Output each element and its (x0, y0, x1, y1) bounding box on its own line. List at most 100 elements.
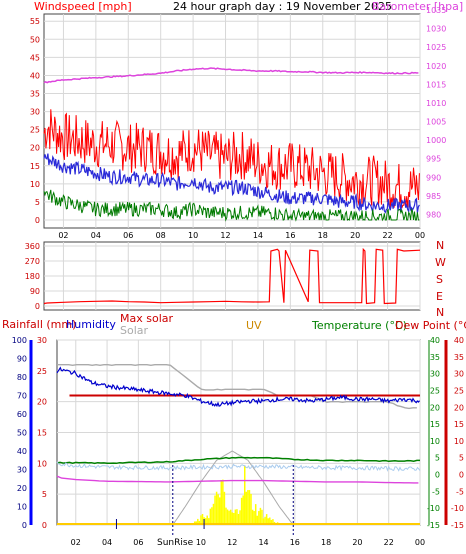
wind-x-tick: 02 (58, 231, 68, 240)
wind-y-tick: 20 (30, 144, 40, 153)
rainfall-axis-label: Rainfall (mm) (2, 318, 76, 331)
wind-y-tick: 10 (30, 180, 40, 189)
dew-point-line (56, 461, 421, 472)
direction-y-tick: 180 (25, 272, 40, 281)
wind-y-tick: 25 (30, 126, 40, 135)
rainfall-y-tick: 10 (17, 503, 27, 512)
main-x-tick: 18 (321, 538, 331, 547)
dew-point-y-tick: 15 (454, 420, 464, 429)
main-x-tick: 04 (102, 538, 112, 547)
barometer-y-tick: 995 (426, 155, 441, 164)
uv-legend: UV (246, 319, 262, 332)
dew-point-y-tick: 5 (459, 454, 464, 463)
axes: 0510152025303540455055980985990995100010… (12, 6, 464, 547)
direction-y-tick: 0 (35, 302, 40, 311)
temperature-y-tick: 35 (430, 353, 440, 362)
dew-point-min-line (56, 475, 419, 484)
rainfall-y-tick: 100 (12, 336, 27, 345)
sunrise-marker-label: SunRise (157, 538, 194, 548)
wind-x-tick: 00 (415, 231, 425, 240)
dew-point-y-tick: 25 (454, 386, 464, 395)
barometer-y-tick: 1015 (426, 80, 446, 89)
rainfall-y-tick: 50 (17, 429, 27, 438)
temperature-y-tick: 40 (430, 336, 440, 345)
wind-y-tick: 55 (30, 17, 40, 26)
main-x-tick: 22 (384, 538, 394, 547)
wind-x-tick: 08 (156, 231, 166, 240)
dew-point-y-tick: 0 (459, 471, 464, 480)
wind-gust-line (43, 109, 420, 210)
rainfall-y-tick: 20 (17, 484, 27, 493)
uv-baseline (57, 523, 420, 525)
chart-title: 24 hour graph day : 19 November 2025 (173, 0, 392, 13)
temperature-y-tick: -15 (427, 521, 440, 530)
temperature-y-tick: 15 (430, 420, 440, 429)
wind-y-tick: 35 (30, 90, 40, 99)
wind-direction-line (43, 247, 421, 305)
direction-y-tick: 90 (30, 287, 40, 296)
humidity-line (56, 366, 420, 408)
temperature-y-tick: 10 (430, 437, 440, 446)
direction-y-tick: 360 (25, 242, 40, 251)
barometer-y-tick: 1010 (426, 99, 446, 108)
wind-x-tick: 10 (188, 231, 198, 240)
rainfall-y-tick: 80 (17, 373, 27, 382)
dew-point-y-tick: 35 (454, 353, 464, 362)
main-x-tick: 02 (71, 538, 81, 547)
temperature-y-tick: 30 (430, 370, 440, 379)
barometer-axis-label: Barometer [hpa] (372, 0, 463, 13)
main-x-tick: 16 (290, 538, 300, 547)
temperature-y-tick: -10 (427, 504, 440, 513)
wind-x-tick: 16 (285, 231, 295, 240)
wind-x-tick: 04 (91, 231, 101, 240)
main-x-tick: 20 (352, 538, 362, 547)
barometer-y-tick: 990 (426, 173, 441, 182)
direction-letter-n-bottom: N (436, 306, 444, 319)
wind-x-tick: 14 (253, 231, 263, 240)
barometer-y-tick: 1000 (426, 136, 446, 145)
barometer-y-tick: 1020 (426, 62, 446, 71)
dew-point-axis-label: Dew Point (°C) (395, 319, 466, 332)
humidity-y-tick: 10 (37, 459, 47, 468)
temperature-y-tick: 20 (430, 403, 440, 412)
direction-letter-e: E (436, 290, 443, 303)
temperature-y-tick: 0 (435, 471, 440, 480)
humidity-y-tick: 30 (37, 336, 47, 345)
wind-x-tick: 20 (350, 231, 360, 240)
barometer-y-tick: 1030 (426, 25, 446, 34)
main-x-tick: 10 (196, 538, 206, 547)
dew-point-y-tick: -15 (451, 521, 464, 530)
wind-y-tick: 40 (30, 71, 40, 80)
rainfall-y-tick: 70 (17, 392, 27, 401)
humidity-y-tick: 15 (37, 429, 47, 438)
rainfall-y-tick: 40 (17, 447, 27, 456)
barometer-y-tick: 1005 (426, 118, 446, 127)
solar-legend: Solar (120, 324, 149, 337)
main-x-tick: 00 (415, 538, 425, 547)
humidity-y-tick: 5 (42, 490, 47, 499)
wind-y-tick: 30 (30, 108, 40, 117)
chart-series (43, 67, 421, 537)
temperature-axis-label: Temperature (°C) (311, 319, 407, 332)
dew-point-y-tick: 20 (454, 403, 464, 412)
temperature-line (56, 456, 420, 465)
windspeed-axis-label: Windspeed [mph] (34, 0, 132, 13)
max-solar-legend: Max solar (120, 312, 173, 325)
dew-point-y-tick: -10 (451, 504, 464, 513)
wind-x-tick: 12 (220, 231, 230, 240)
rainfall-y-tick: 0 (22, 521, 27, 530)
max-solar-curve (172, 450, 294, 526)
grid-lines (43, 13, 421, 526)
wind-low-line (43, 189, 420, 222)
barometer-y-tick: 985 (426, 192, 441, 201)
wind-y-tick: 0 (35, 216, 40, 225)
rainfall-y-tick: 90 (17, 355, 27, 364)
humidity-y-tick: 0 (42, 521, 47, 530)
dew-point-y-tick: -5 (456, 487, 464, 496)
temperature-y-tick: -5 (432, 487, 440, 496)
wind-y-tick: 5 (35, 198, 40, 207)
humidity-axis-label: Humidity (66, 318, 116, 331)
rainfall-y-tick: 60 (17, 410, 27, 419)
